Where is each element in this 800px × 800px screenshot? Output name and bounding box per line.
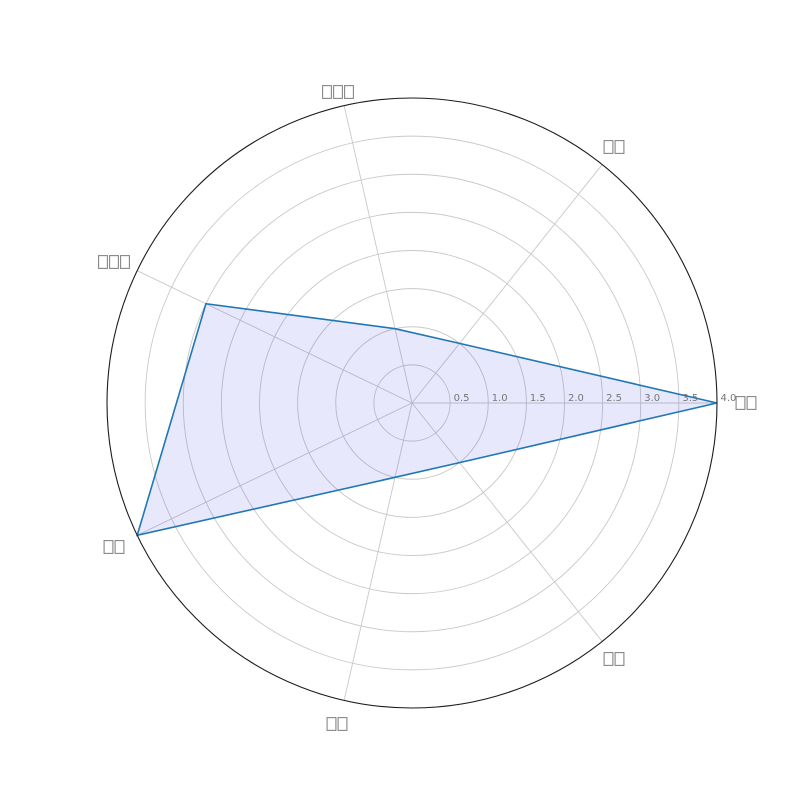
grid-spoke: [137, 270, 413, 404]
radial-tick-label: 4.0: [721, 393, 737, 404]
grid-spoke: [343, 105, 413, 404]
radial-tick-label: 3.5: [682, 393, 698, 404]
grid-spoke: [411, 164, 603, 404]
category-label-tofu-box: [344, 85, 354, 99]
radial-tick-label: 3.0: [644, 393, 660, 404]
radar-polygon: [136, 302, 718, 537]
category-label-tofu-box: [603, 140, 614, 154]
grid-spoke: [343, 402, 413, 701]
category-label-tofu-box: [735, 396, 746, 410]
category-label-tofu-box: [614, 652, 625, 666]
category-label-tofu-box: [326, 717, 337, 731]
category-label-tofu-box: [746, 396, 757, 410]
grid-spoke: [137, 402, 413, 536]
category-label-tofu-box: [614, 140, 625, 154]
radial-tick-label: 1.5: [530, 393, 546, 404]
category-label-tofu-box: [322, 85, 332, 99]
category-label-tofu-box: [337, 717, 348, 731]
category-label-tofu-box: [603, 652, 614, 666]
radial-tick-label: 2.5: [606, 393, 622, 404]
radial-tick-label: 0.5: [454, 393, 470, 404]
radial-tick-label: 2.0: [568, 393, 584, 404]
grid-spoke: [411, 402, 603, 642]
category-label-tofu-box: [103, 540, 114, 554]
category-label-tofu-box: [120, 255, 130, 269]
category-label-tofu-box: [98, 255, 108, 269]
category-label-tofu-box: [114, 540, 125, 554]
radial-tick-label: 1.0: [492, 393, 508, 404]
category-label-tofu-box: [109, 255, 119, 269]
polar-spine: [106, 97, 718, 709]
category-label-tofu-box: [333, 85, 343, 99]
